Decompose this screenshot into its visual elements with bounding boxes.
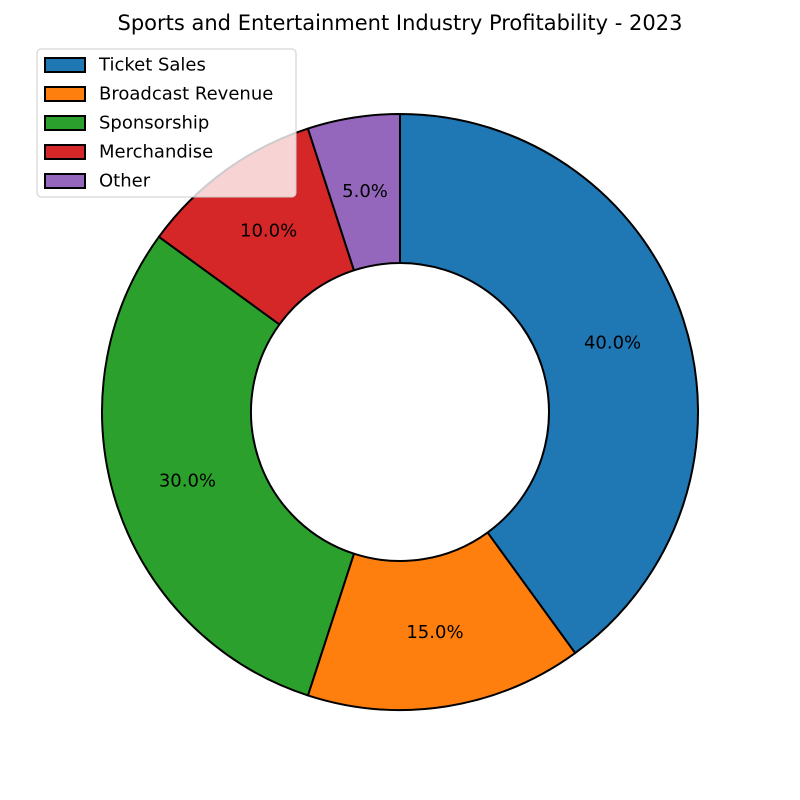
- legend-swatch: [44, 115, 86, 131]
- legend-entry-label: Other: [99, 171, 151, 192]
- slice-label: 5.0%: [342, 181, 388, 202]
- legend-entry-label: Ticket Sales: [98, 55, 206, 76]
- slice-label: 10.0%: [240, 221, 297, 242]
- legend-frame: [36, 48, 297, 198]
- slice-label: 30.0%: [159, 471, 216, 492]
- slice-ticket-sales: [399, 113, 699, 655]
- legend-swatch: [44, 57, 86, 73]
- legend-swatch: [44, 144, 86, 160]
- chart-title: Sports and Entertainment Industry Profit…: [118, 11, 683, 35]
- slice-label: 15.0%: [406, 622, 463, 643]
- legend-swatch: [44, 86, 86, 102]
- legend-entry-label: Merchandise: [99, 142, 213, 163]
- legend-swatch: [44, 173, 86, 189]
- slice-label: 40.0%: [584, 332, 641, 353]
- legend-entry-label: Broadcast Revenue: [99, 84, 273, 105]
- slice-broadcast-revenue: [306, 531, 577, 711]
- labels-layer: 40.0% 15.0% 30.0% 10.0% 5.0%: [159, 181, 641, 643]
- legend-entry-label: Sponsorship: [99, 113, 209, 134]
- slices-layer: [101, 113, 699, 711]
- legend: Ticket Sales Broadcast Revenue Sponsorship…: [36, 48, 297, 198]
- slice-other: [306, 113, 401, 272]
- slice-sponsorship: [101, 235, 355, 697]
